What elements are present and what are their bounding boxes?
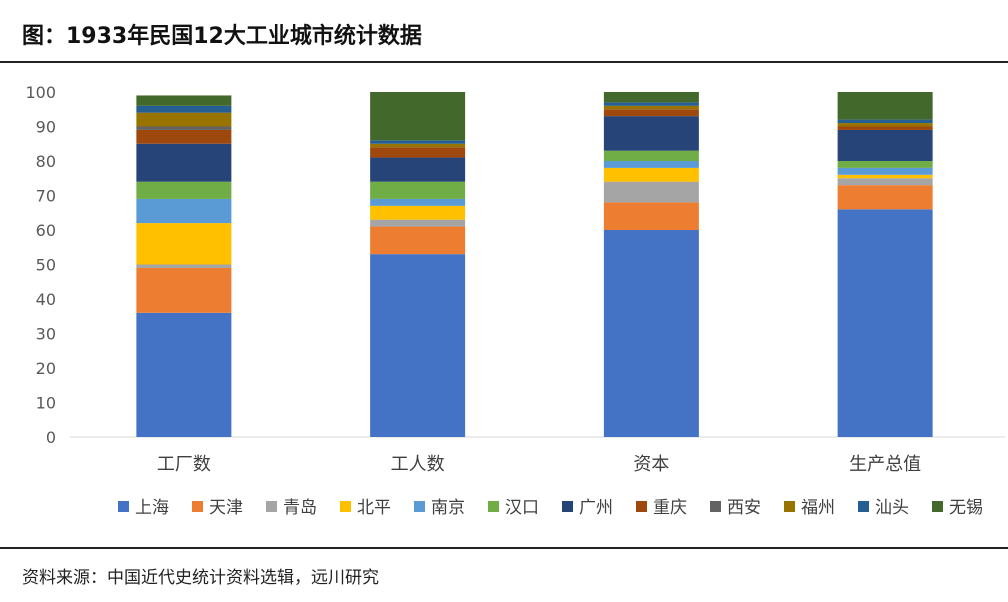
bar-segment-青岛: [370, 219, 466, 227]
bar-segment-重庆: [136, 129, 232, 144]
legend-label: 西安: [727, 498, 761, 518]
bar-segment-重庆: [603, 109, 699, 117]
legend-label: 汕头: [875, 498, 909, 518]
bar-segment-无锡: [136, 95, 232, 106]
bar-segment-北平: [603, 167, 699, 182]
bar-segment-天津: [370, 226, 466, 255]
bar-segment-南京: [370, 198, 466, 206]
legend-label: 上海: [135, 498, 169, 518]
bar-segment-天津: [837, 185, 933, 210]
bar-segment-无锡: [837, 92, 933, 120]
bar-segment-上海: [837, 209, 933, 437]
x-category-label: 工人数: [391, 454, 445, 475]
legend-swatch: [266, 501, 277, 512]
legend-swatch: [414, 501, 425, 512]
x-category-label: 资本: [633, 454, 669, 475]
legend-label: 天津: [209, 498, 243, 518]
bar-segment-福州: [837, 123, 933, 127]
bar-segment-青岛: [837, 178, 933, 186]
bar-segment-福州: [136, 112, 232, 127]
y-tick-label: 70: [36, 187, 56, 206]
bar-segment-上海: [370, 254, 466, 437]
bar-segment-天津: [603, 202, 699, 230]
legend-label: 汉口: [505, 498, 539, 518]
legend-swatch: [118, 501, 129, 512]
legend-swatch: [340, 501, 351, 512]
y-tick-label: 60: [36, 221, 56, 240]
bottom-divider: [0, 547, 1008, 549]
bar-segment-汕头: [837, 119, 933, 124]
legend-label: 北平: [357, 498, 391, 518]
legend-swatch: [858, 501, 869, 512]
bar-segment-南京: [136, 198, 232, 224]
bar-segment-广州: [370, 157, 466, 182]
bar-segment-北平: [136, 223, 232, 265]
bar-segment-汕头: [603, 102, 699, 106]
bar-segment-广州: [837, 129, 933, 161]
legend-label: 福州: [801, 498, 835, 518]
bar-segment-重庆: [370, 147, 466, 158]
bar-segment-西安: [136, 126, 232, 130]
source-note: 资料来源：中国近代史统计资料选辑，远川研究: [22, 568, 379, 588]
legend-swatch: [488, 501, 499, 512]
legend-swatch: [562, 501, 573, 512]
legend-label: 广州: [579, 498, 613, 518]
legend-swatch: [710, 501, 721, 512]
y-tick-label: 30: [36, 325, 56, 344]
bar-segment-青岛: [603, 181, 699, 203]
y-tick-label: 0: [46, 428, 56, 447]
x-category-label: 生产总值: [849, 454, 921, 475]
bar-segment-南京: [837, 167, 933, 175]
bar-segment-北平: [370, 205, 466, 220]
bar-segment-汉口: [603, 150, 699, 161]
legend-label: 无锡: [949, 498, 983, 518]
bar-segment-南京: [603, 161, 699, 168]
bar-segment-汕头: [370, 140, 466, 144]
bar-segment-广州: [136, 143, 232, 182]
bar-segment-无锡: [603, 92, 699, 103]
bar-segment-汕头: [136, 105, 232, 113]
y-tick-label: 20: [36, 359, 56, 378]
y-tick-label: 50: [36, 256, 56, 275]
bar-segment-天津: [136, 267, 232, 313]
y-tick-label: 100: [25, 83, 56, 102]
x-category-label: 工厂数: [157, 454, 211, 475]
y-tick-label: 10: [36, 394, 56, 413]
y-tick-label: 80: [36, 152, 56, 171]
bar-segment-北平: [837, 174, 933, 179]
legend-swatch: [784, 501, 795, 512]
legend-swatch: [932, 501, 943, 512]
legend-label: 青岛: [283, 498, 317, 518]
y-tick-label: 90: [36, 118, 56, 137]
bar-segment-青岛: [136, 264, 232, 268]
legend-label: 南京: [431, 498, 465, 518]
bar-segment-汉口: [370, 181, 466, 199]
legend-swatch: [192, 501, 203, 512]
bar-segment-无锡: [370, 92, 466, 141]
legend-swatch: [636, 501, 647, 512]
bar-segment-汉口: [136, 181, 232, 199]
y-tick-label: 40: [36, 290, 56, 309]
bar-segment-汉口: [837, 161, 933, 168]
bar-segment-福州: [603, 105, 699, 110]
bar-segment-上海: [603, 230, 699, 437]
top-divider: [0, 61, 1008, 63]
legend-label: 重庆: [653, 498, 687, 518]
bar-segment-重庆: [837, 126, 933, 130]
bar-segment-广州: [603, 116, 699, 151]
chart-title: 图：1933年民国12大工业城市统计数据: [22, 24, 422, 49]
bar-segment-上海: [136, 312, 232, 437]
bar-segment-福州: [370, 143, 466, 148]
